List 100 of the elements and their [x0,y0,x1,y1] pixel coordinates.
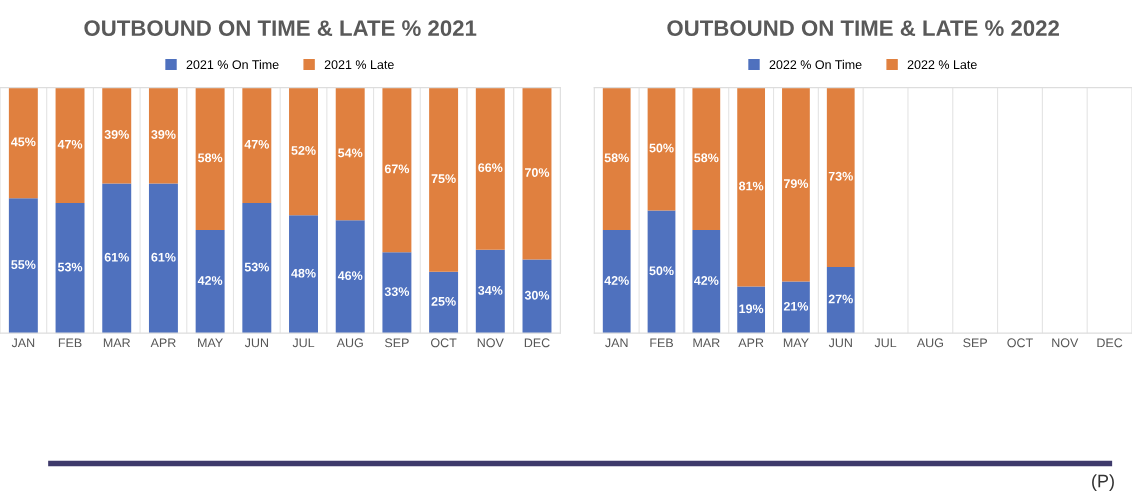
data-label: 70% [525,168,550,177]
data-label: 58% [694,153,719,163]
x-tick-label: DEC [1097,338,1123,348]
bar [335,220,365,334]
bar [195,230,225,334]
data-label: 75% [431,174,456,184]
bar [826,87,855,267]
bar [429,271,459,334]
bar [148,183,178,334]
data-label: 34% [478,285,503,295]
data-label: 66% [478,163,503,173]
x-tick-label: OCT [1007,338,1033,348]
bar [8,87,38,199]
x-tick-label: JUN [244,338,268,348]
data-label: 79% [783,179,809,188]
x-tick-label: DEC [524,338,550,348]
legend-label: 2022 % On Time [769,59,862,70]
bar [647,210,676,334]
bar [737,87,766,287]
chart-title: OUTBOUND ON TIME & LATE % 2022 [667,20,1059,37]
bar [647,87,676,211]
data-label: 46% [337,271,363,281]
x-tick-label: APR [150,338,176,348]
bar [289,87,318,216]
data-label: 19% [739,304,764,314]
bar [602,87,631,231]
data-label: 58% [198,153,223,163]
bar [522,87,552,260]
data-label: 54% [338,148,363,158]
data-label: 30% [524,290,550,300]
data-label: 27% [828,294,853,304]
bar [382,252,412,334]
x-tick-label: MAY [198,338,223,348]
bar [289,215,318,334]
x-tick-label: AUG [336,338,363,348]
data-label: 61% [151,252,176,262]
bar [148,87,178,184]
bar [102,183,132,334]
data-label: 73% [828,171,853,181]
bar [782,87,810,282]
bar [826,266,855,334]
legend-label: 2022 % Late [907,60,977,70]
legend-label: 2021 % On Time [186,59,279,70]
bar [692,230,721,334]
x-tick-label: OCT [431,338,457,348]
data-label: 42% [694,276,719,285]
data-label: 39% [104,130,129,139]
bar [55,87,85,204]
bar [102,87,132,184]
bar [737,286,766,334]
data-label: 53% [244,262,269,272]
data-label: 39% [151,130,176,139]
bar [602,230,631,334]
x-tick-label: MAR [693,338,720,348]
data-label: 52% [291,146,316,155]
x-tick-label: JUN [828,338,852,348]
bar [195,87,225,231]
text: (P) [1092,474,1114,491]
x-tick-label: FEB [58,338,82,348]
x-tick-label: JUL [292,338,315,348]
x-tick-label: NOV [1052,338,1079,348]
data-label: 61% [104,252,129,262]
x-tick-label: FEB [650,338,674,348]
x-tick-label: SEP [963,338,988,348]
x-tick-label: SEP [384,338,409,348]
data-label: 48% [291,268,316,278]
legend-label: 2021 % Late [324,60,394,70]
bar [475,87,505,250]
x-tick-label: MAR [103,338,131,348]
x-tick-label: MAY [783,338,809,348]
bar [429,87,459,272]
bar [475,249,505,334]
bar [242,203,272,334]
bar [55,203,85,334]
bar [335,87,365,221]
data-label: 67% [384,164,410,174]
data-label: 25% [431,296,456,306]
data-label: 53% [57,262,83,272]
data-label: 21% [783,301,809,311]
bar [522,259,552,334]
bar [692,87,721,231]
x-tick-label: JAN [605,338,628,348]
data-label: 50% [649,143,674,153]
x-tick-label: APR [738,338,764,348]
bar [382,87,412,253]
x-tick-label: NOV [477,338,504,348]
chart-title: OUTBOUND ON TIME & LATE % 2021 [84,20,477,37]
bar [8,198,38,334]
data-label: 55% [11,260,36,270]
data-label: 42% [197,276,223,285]
data-label: 47% [57,139,83,149]
data-label: 45% [11,137,36,147]
data-label: 33% [384,287,410,297]
x-tick-label: AUG [916,338,943,348]
data-label: 47% [244,139,269,149]
bar [782,281,810,334]
data-label: 81% [739,181,764,191]
data-label: 50% [649,266,674,276]
data-label: 42% [604,276,629,285]
bar [242,87,272,204]
